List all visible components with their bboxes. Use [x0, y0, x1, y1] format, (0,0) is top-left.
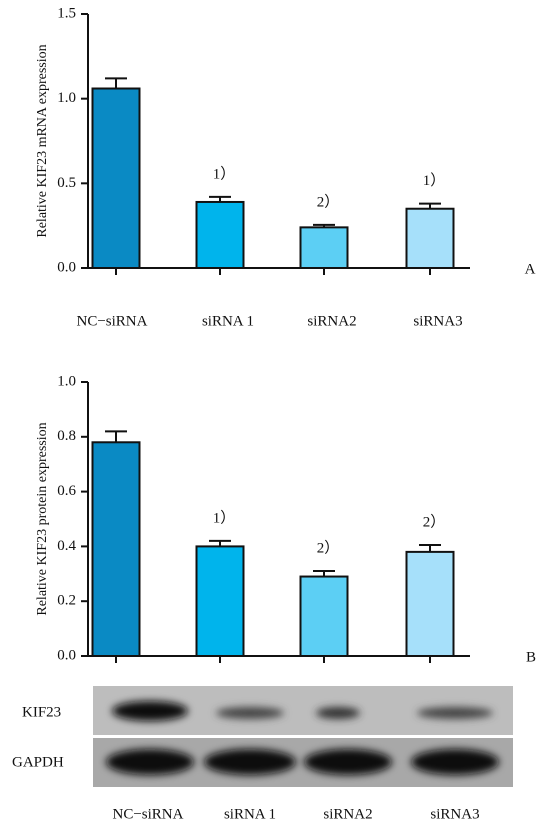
y-tick-label: 0.6: [57, 483, 76, 499]
y-tick-label: 0.8: [57, 428, 76, 444]
error-bar: [419, 545, 441, 552]
western-blot: KIF23 GAPDH NC−siRNA siRNA 1 siRNA2 siRN…: [12, 686, 513, 822]
bar: [301, 577, 348, 656]
panel-label: B: [526, 649, 536, 665]
annotation: 2）: [317, 193, 340, 210]
y-tick-label: 0.0: [57, 259, 76, 275]
y-axis-label: Relative KIF23 protein expression: [35, 422, 50, 615]
blot-band: [106, 749, 194, 775]
blot-lane-label: siRNA 1: [224, 806, 276, 822]
x-tick-label: NC−siRNA: [77, 313, 148, 329]
blot-band: [304, 749, 392, 775]
bar: [407, 209, 454, 268]
blot-band: [112, 701, 188, 721]
bar: [197, 546, 244, 656]
annotation: 1）: [213, 509, 236, 526]
bar: [197, 202, 244, 268]
y-tick-label: 1.5: [57, 5, 76, 21]
annotation: 1）: [423, 172, 446, 189]
bar: [93, 89, 140, 268]
error-bar: [105, 78, 127, 88]
blot-band: [216, 707, 284, 719]
bar: [93, 442, 140, 656]
x-tick-label: siRNA 1: [202, 313, 254, 329]
bar: [407, 552, 454, 656]
y-tick-label: 1.0: [57, 373, 76, 389]
y-tick-label: 0.4: [57, 538, 76, 554]
y-tick-label: 0.5: [57, 175, 76, 191]
error-bar: [105, 431, 127, 442]
blot-band: [316, 707, 360, 719]
y-tick-label: 0.2: [57, 593, 76, 609]
blot-row-label: KIF23: [22, 704, 61, 720]
blot-lane-label: NC−siRNA: [113, 806, 184, 822]
blot-lane-label: siRNA3: [430, 806, 479, 822]
bar: [301, 227, 348, 268]
blot-lane-label: siRNA2: [323, 806, 372, 822]
annotation: 2）: [317, 539, 340, 556]
blot-band: [417, 707, 493, 719]
figure: KIF23 GAPDH NC−siRNA siRNA 1 siRNA2 siRN…: [0, 0, 538, 830]
y-axis-label: Relative KIF23 mRNA expression: [35, 44, 50, 237]
blot-band: [411, 749, 499, 775]
annotation: 1）: [213, 165, 236, 182]
panel-label: A: [525, 261, 536, 277]
x-tick-label: siRNA3: [413, 313, 462, 329]
blot-row-label: GAPDH: [12, 754, 64, 770]
y-tick-label: 1.0: [57, 90, 76, 106]
blot-band: [204, 749, 296, 775]
x-tick-label: siRNA2: [307, 313, 356, 329]
y-tick-label: 0.0: [57, 647, 76, 663]
annotation: 2）: [423, 513, 446, 530]
